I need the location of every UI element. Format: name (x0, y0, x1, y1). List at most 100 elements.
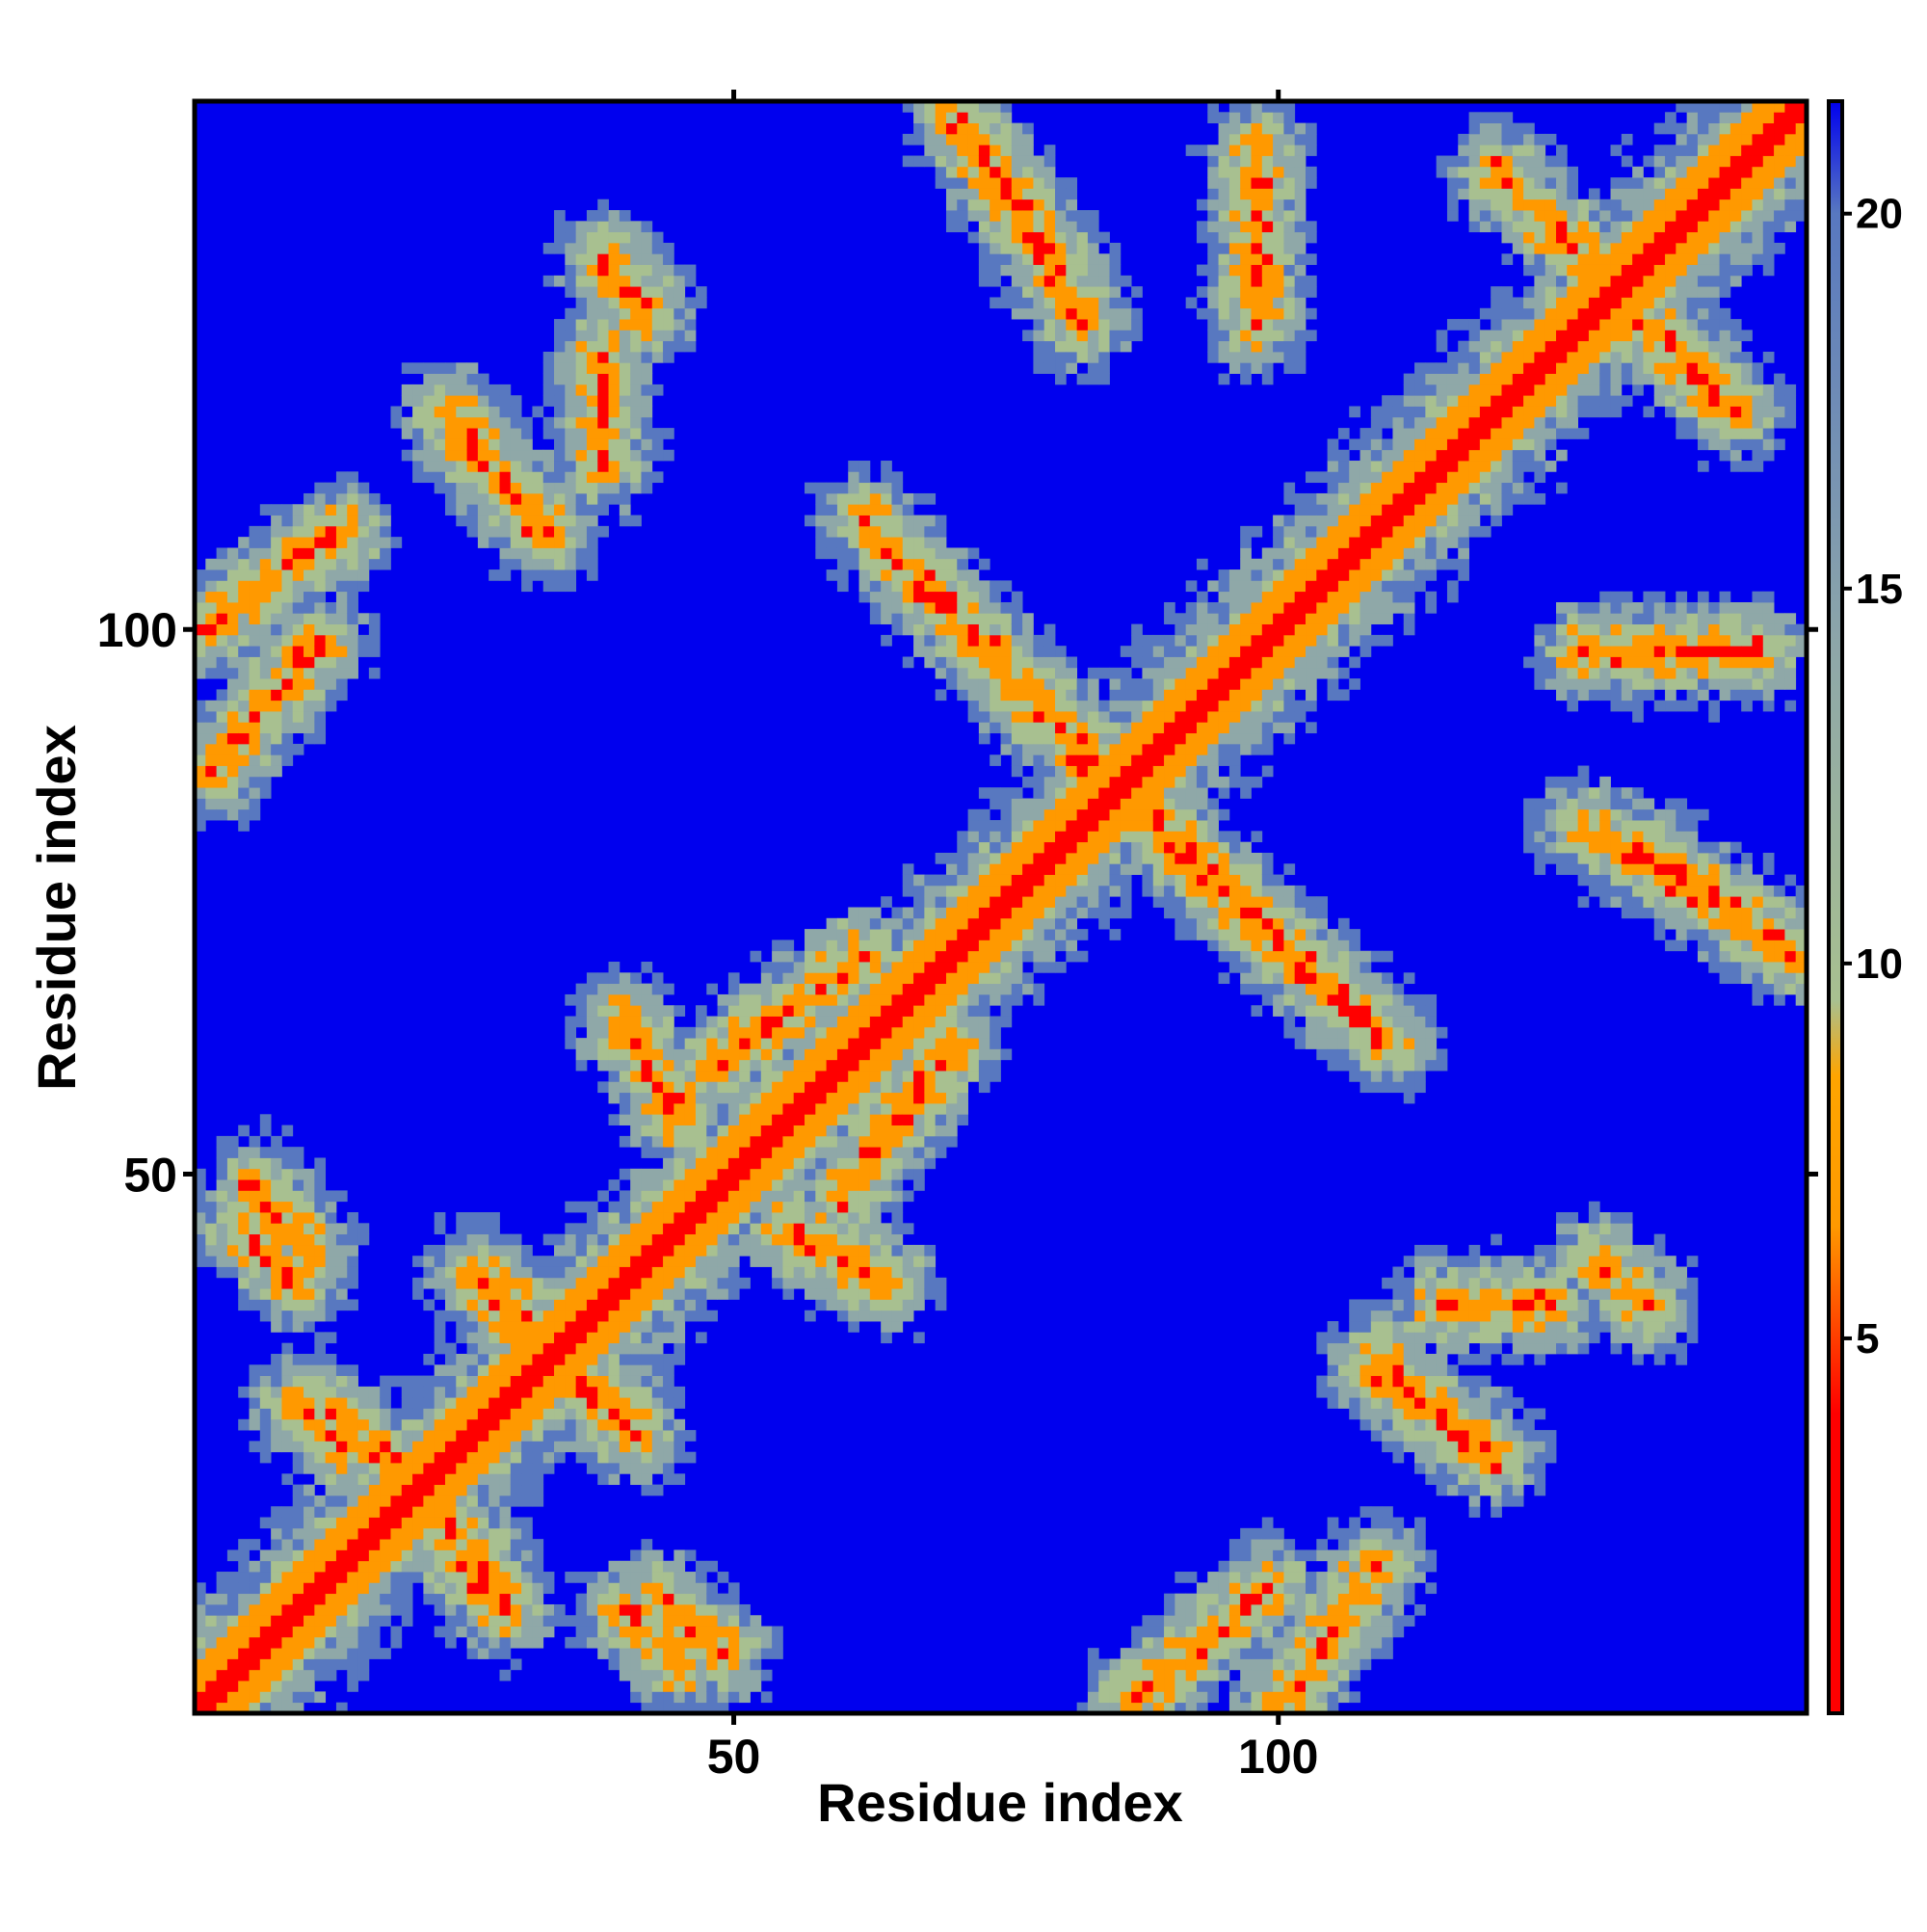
heatmap-cell (271, 1190, 282, 1203)
heatmap-cell (945, 558, 958, 570)
heatmap-cell (510, 1244, 522, 1257)
heatmap-cell (586, 1201, 598, 1213)
heatmap-cell (401, 1572, 413, 1583)
heatmap-cell (673, 319, 686, 331)
heatmap-cell (1076, 286, 1089, 298)
heatmap-cell (1109, 1691, 1122, 1704)
heatmap-cell (990, 198, 1001, 211)
heatmap-cell (1087, 373, 1099, 385)
heatmap-cell (1185, 863, 1198, 875)
heatmap-cell (304, 1463, 315, 1474)
heatmap-cell (967, 166, 980, 178)
heatmap-cell (390, 1626, 403, 1638)
heatmap-cell (717, 1615, 729, 1627)
heatmap-cell (205, 765, 217, 778)
heatmap-cell (565, 275, 577, 287)
heatmap-cell (304, 700, 315, 712)
heatmap-cell (815, 1266, 828, 1279)
heatmap-cell (805, 1059, 816, 1072)
heatmap-cell (695, 1005, 707, 1017)
heatmap-cell (1131, 623, 1143, 636)
heatmap-cell (608, 1593, 620, 1605)
heatmap-cell (1066, 307, 1078, 320)
heatmap-cell (673, 1441, 686, 1453)
heatmap-cell (325, 1517, 337, 1529)
heatmap-cell (401, 1549, 413, 1562)
heatmap-cell (1218, 231, 1230, 244)
heatmap-cell (466, 395, 479, 407)
heatmap-cell (597, 253, 609, 265)
heatmap-cell (1196, 145, 1208, 156)
heatmap-cell (575, 362, 588, 374)
heatmap-cell (347, 537, 358, 548)
heatmap-cell (195, 711, 206, 723)
heatmap-cell (913, 896, 925, 908)
heatmap-cell (249, 1179, 261, 1191)
heatmap-cell (444, 1277, 457, 1289)
heatmap-cell (597, 1059, 609, 1072)
heatmap-cell (1076, 722, 1089, 734)
heatmap-cell (1076, 820, 1089, 832)
heatmap-cell (836, 1102, 849, 1115)
heatmap-cell (259, 1201, 272, 1213)
heatmap-cell (967, 1071, 980, 1082)
heatmap-cell (1011, 962, 1023, 973)
heatmap-cell (641, 1658, 653, 1671)
heatmap-cell (881, 1190, 892, 1203)
heatmap-cell (739, 1190, 751, 1203)
heatmap-cell (314, 1168, 327, 1180)
heatmap-cell (1066, 711, 1078, 723)
heatmap-cell (477, 1539, 489, 1550)
heatmap-cell (990, 133, 1001, 146)
heatmap-cell (869, 1277, 882, 1289)
heatmap-cell (924, 613, 937, 624)
heatmap-cell (957, 188, 968, 200)
heatmap-cell (412, 471, 424, 484)
heatmap-cell (565, 1244, 577, 1257)
heatmap-cell (1196, 885, 1208, 897)
heatmap-cell (978, 993, 990, 1006)
heatmap-cell (902, 1114, 914, 1125)
heatmap-cell (347, 591, 358, 603)
heatmap-cell (924, 558, 937, 570)
heatmap-cell (1152, 1681, 1165, 1692)
heatmap-cell (608, 231, 620, 244)
heatmap-cell (782, 1147, 795, 1158)
heatmap-cell (456, 1626, 467, 1638)
heatmap-cell (499, 569, 512, 581)
heatmap-cell (990, 1016, 1001, 1028)
heatmap-cell (826, 1168, 838, 1180)
heatmap-cell (608, 1256, 620, 1267)
heatmap-cell (619, 1375, 631, 1388)
heatmap-cell (281, 646, 294, 657)
heatmap-cell (586, 231, 598, 244)
heatmap-cell (1011, 950, 1023, 963)
heatmap-cell (1175, 917, 1187, 930)
heatmap-cell (554, 221, 566, 233)
heatmap-cell (249, 613, 261, 624)
heatmap-cell (760, 1071, 773, 1082)
heatmap-cell (304, 722, 315, 734)
heatmap-cell (1022, 711, 1034, 723)
heatmap-cell (259, 1636, 272, 1649)
heatmap-cell (1218, 874, 1230, 887)
heatmap-cell (673, 1691, 686, 1704)
heatmap-cell (554, 547, 566, 560)
heatmap-cell (226, 591, 239, 603)
heatmap-cell (651, 275, 664, 287)
heatmap-cell (597, 1463, 609, 1474)
heatmap-cell (195, 820, 206, 832)
heatmap-cell (717, 1179, 729, 1191)
heatmap-cell (641, 264, 653, 277)
heatmap-cell (314, 1157, 327, 1170)
heatmap-cell (990, 231, 1001, 244)
heatmap-cell (205, 1669, 217, 1681)
heatmap-cell (1207, 623, 1219, 636)
heatmap-cell (1043, 678, 1056, 690)
heatmap-cell (226, 808, 239, 821)
heatmap-cell (488, 416, 500, 429)
heatmap-cell (554, 1321, 566, 1333)
heatmap-cell (466, 1506, 479, 1518)
heatmap-cell (542, 351, 555, 363)
heatmap-cell (663, 1408, 674, 1420)
